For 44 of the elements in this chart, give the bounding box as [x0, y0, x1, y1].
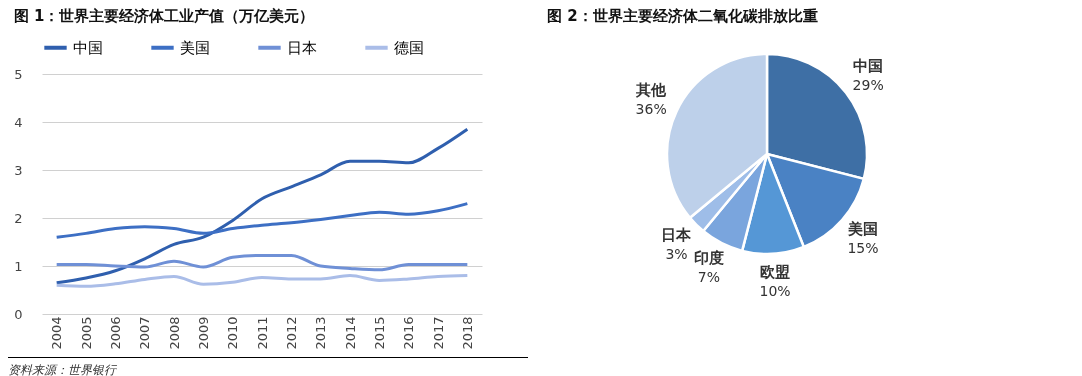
x-tick-label: 2015: [371, 316, 387, 350]
chart-title: 图 1：世界主要经济体工业产值（万亿美元）: [13, 7, 315, 25]
x-tick-label: 2009: [195, 316, 211, 350]
x-tick-label: 2014: [342, 316, 358, 350]
x-tick-label: 2013: [313, 316, 329, 350]
x-tick-label: 2006: [107, 316, 123, 350]
line-series: [55, 127, 469, 285]
x-tick-label: 2018: [459, 316, 475, 350]
x-tick-label: 2008: [166, 316, 182, 350]
y-tick-label: 0: [14, 306, 23, 322]
text: 资料来源：世界银行: [8, 357, 528, 376]
slice-label: 欧盟: [760, 262, 791, 281]
slice-label: 印度: [693, 249, 724, 268]
y-tick-label: 2: [14, 210, 23, 226]
line-series: [55, 274, 469, 288]
legend-label: 德国: [394, 38, 424, 57]
slice-label: 美国: [847, 219, 879, 238]
x-tick-label: 2011: [254, 316, 270, 350]
chart-title: 图 2：世界主要经济体二氧化碳排放比重: [547, 7, 818, 25]
x-tick-label: 2004: [49, 316, 65, 350]
y-tick-label: 4: [14, 114, 23, 130]
slice-label: 日本: [661, 225, 693, 244]
x-tick-label: 2005: [78, 316, 94, 350]
legend-label: 美国: [180, 38, 210, 57]
x-tick-label: 2012: [283, 316, 299, 350]
x-tick-label: 2017: [430, 316, 446, 350]
data-label: 3%: [665, 245, 688, 262]
data-label: 15%: [847, 239, 879, 256]
line-series: [55, 253, 469, 272]
y-tick-label: 5: [14, 66, 23, 82]
slice-label: 中国: [853, 56, 884, 75]
x-tick-label: 2016: [401, 316, 417, 350]
data-label: 36%: [635, 100, 667, 117]
y-tick-label: 3: [14, 162, 23, 178]
y-tick-label: 1: [14, 258, 23, 274]
data-label: 7%: [697, 269, 720, 286]
data-label: 10%: [759, 282, 791, 299]
legend-label: 中国: [73, 38, 103, 57]
legend-label: 日本: [287, 38, 317, 57]
x-tick-label: 2007: [137, 316, 153, 350]
data-label: 29%: [852, 76, 884, 93]
x-tick-label: 2010: [225, 316, 241, 350]
slice-label: 其他: [635, 80, 668, 99]
line-series: [55, 202, 469, 239]
